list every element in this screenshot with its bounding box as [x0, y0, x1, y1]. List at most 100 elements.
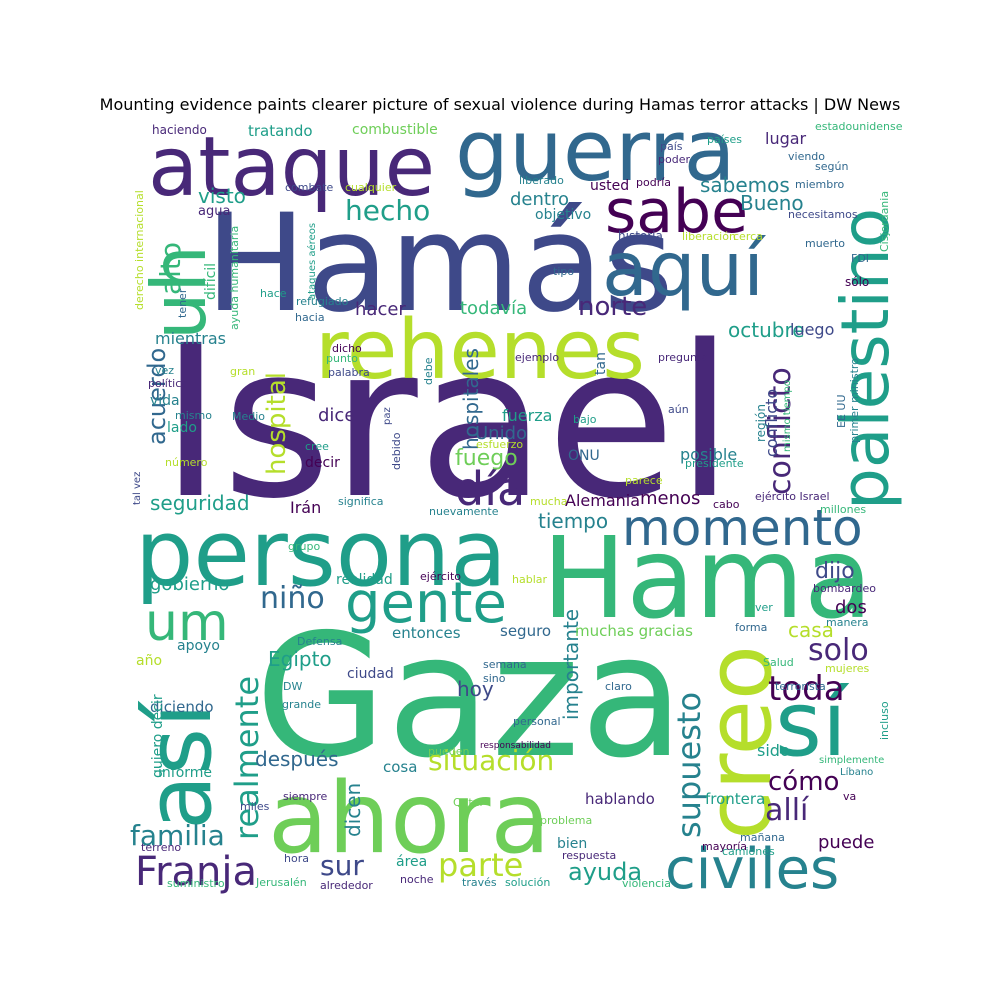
word-parte: parte: [438, 846, 523, 884]
word-liberado: liberado: [519, 174, 564, 187]
word-hace: hace: [260, 287, 287, 300]
word-apoyo: apoyo: [177, 638, 220, 654]
word-ayuda: ayuda: [568, 858, 642, 886]
word-pais: país: [660, 140, 683, 153]
word-guerra: guerra: [455, 102, 736, 201]
word-creo: creo: [687, 645, 792, 840]
word-ver: ver: [755, 601, 773, 614]
word-asi: así: [127, 700, 232, 830]
word-esfuerzo: esfuerzo: [476, 438, 523, 451]
word-importante: importante: [559, 609, 583, 720]
word-hecho: hecho: [345, 194, 430, 227]
word-vida: vida: [150, 393, 180, 409]
word-ahora: ahora: [268, 762, 550, 876]
word-alemania: Alemania: [565, 491, 640, 510]
word-mismo-tiempo: mismo tiempo: [782, 380, 793, 452]
word-tal-vez: tal vez: [132, 472, 143, 505]
word-podria: podría: [636, 176, 671, 189]
word-paz: paz: [382, 407, 393, 425]
word-poder: poder: [658, 153, 690, 166]
word-situacion: situación: [428, 744, 554, 777]
word-toda: toda: [768, 669, 845, 709]
word-fuerza: fuerza: [502, 406, 552, 425]
word-terrorista: terrorista: [775, 680, 826, 693]
word-norte: norte: [578, 292, 647, 322]
word-uh: uh: [135, 245, 223, 340]
word-hablar: hablar: [512, 573, 547, 586]
word-ejercito-israel: ejército Israel: [755, 490, 830, 503]
word-realidad: realidad: [336, 572, 393, 588]
word-sino: sino: [483, 672, 506, 685]
word-diciendo: diciendo: [150, 698, 214, 716]
word-cree: cree: [305, 440, 329, 453]
word-claro: claro: [605, 680, 632, 693]
word-hacer: hacer: [355, 299, 406, 320]
word-presidente: presidente: [685, 457, 744, 470]
word-violencia: violencia: [622, 877, 671, 890]
word-qatar: Qatar: [453, 796, 484, 809]
word-iran: Irán: [290, 498, 321, 517]
word-dentro: dentro: [510, 189, 569, 210]
word-hoy: hoy: [457, 677, 494, 701]
word-acuerdo: acuerdo: [143, 348, 171, 445]
word-parece: parece: [625, 474, 663, 487]
word-seguro: seguro: [500, 622, 551, 640]
word-menos: menos: [640, 488, 700, 509]
word-manana: mañana: [740, 831, 785, 844]
word-unido: Unido: [475, 423, 527, 444]
word-grupo: grupo: [288, 540, 320, 553]
word-hospital: hospital: [262, 372, 292, 475]
word-supuesto: supuesto: [670, 692, 708, 838]
word-frontera: frontera: [705, 790, 765, 808]
word-tiempo: tiempo: [538, 509, 608, 533]
word-gente: gente: [345, 571, 507, 636]
word-momento: momento: [622, 499, 863, 557]
word-gobierno: gobierno: [150, 574, 229, 595]
word-segun: según: [815, 160, 848, 173]
word-tan: tan: [593, 352, 609, 375]
word-egipto: Egipto: [268, 647, 332, 671]
word-mientras: mientras: [155, 329, 226, 348]
word-semana: semana: [483, 658, 527, 671]
word-forma: forma: [735, 621, 767, 634]
word-estadounidense: estadounidense: [815, 120, 903, 133]
word-mismo: mismo: [175, 409, 212, 422]
word-alrededor: alrededor: [320, 879, 373, 892]
word-pregunta: pregunta: [658, 351, 708, 364]
word-ejercito: ejército: [420, 570, 461, 583]
word-liberacion: liberación: [682, 230, 736, 243]
word-muerto: muerto: [805, 237, 845, 250]
word-solo: sólo: [845, 275, 869, 289]
word-fuego: fuego: [455, 446, 518, 471]
word-dia: día: [455, 462, 525, 516]
word-seguridad: seguridad: [150, 491, 250, 515]
word-muchas-gracias: muchas gracias: [575, 622, 693, 640]
word-jerusalen: Jerusalén: [255, 876, 307, 889]
word-alli: allí: [765, 793, 810, 828]
word-libano: Líbano: [840, 766, 873, 778]
word-dice: dice: [318, 405, 355, 426]
word-defensa: Defensa: [297, 635, 342, 648]
word-ejemplo: ejemplo: [515, 351, 559, 364]
word-debe: debe: [422, 357, 435, 385]
word-cerca: cerca: [733, 230, 763, 243]
word-hospitales: hospitales: [459, 348, 483, 450]
word-sabemos: sabemos: [700, 173, 790, 197]
word-solucion: solución: [505, 876, 550, 889]
word-posible: posible: [680, 445, 737, 464]
word-va: va: [843, 790, 856, 803]
word-traves: través: [462, 876, 497, 889]
word-combustible: combustible: [352, 122, 438, 138]
word-casa: casa: [788, 618, 834, 642]
word-palestino: palestino: [827, 208, 904, 510]
word-nuevamente: nuevamente: [429, 505, 499, 518]
word-visto: visto: [198, 184, 246, 208]
chart-title: Mounting evidence paints clearer picture…: [99, 95, 901, 114]
word-como: cómo: [768, 767, 839, 797]
word-manera: manera: [826, 616, 868, 629]
word-luego: luego: [790, 320, 834, 339]
word-ciudad: ciudad: [347, 666, 394, 682]
word-suministro: suministro: [167, 877, 225, 890]
word-israel: Israel: [160, 300, 734, 545]
word-solo: solo: [808, 633, 869, 668]
